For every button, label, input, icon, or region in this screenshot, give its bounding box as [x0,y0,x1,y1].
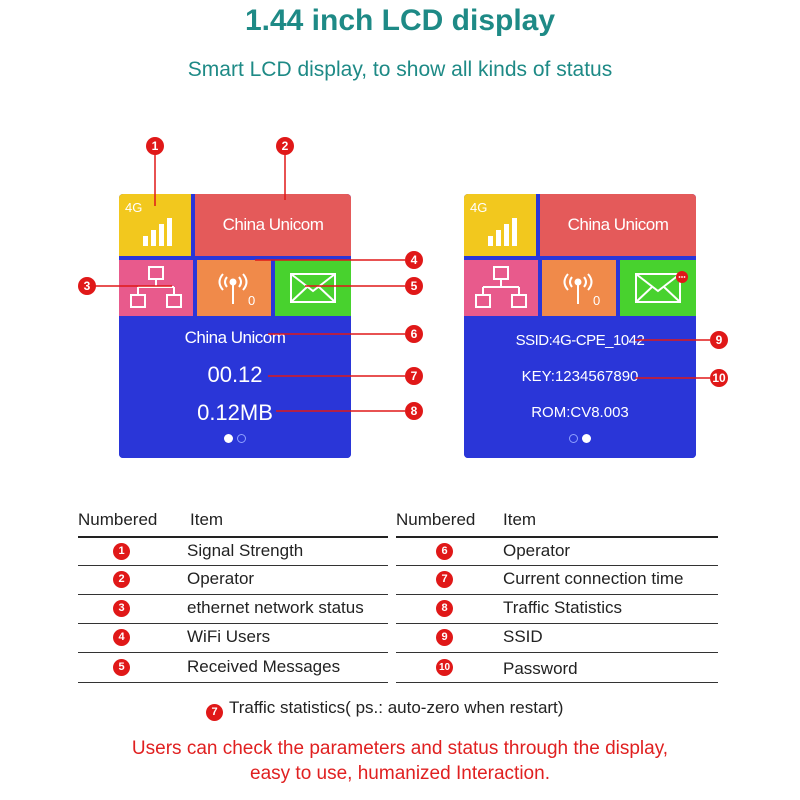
envelope-icon [290,273,336,303]
page-dot-active [582,434,591,443]
traffic-statistics: 0.12MB [197,400,273,425]
page-dot [569,434,578,443]
table-row-number: 3 [113,600,130,617]
table-row-item: WiFi Users [187,627,271,646]
table-row-item: Operator [503,541,571,560]
key-value: KEY:1234567890 [521,368,639,385]
table-header-rule [78,536,388,538]
page-dot [237,434,246,443]
wifi-users-count: 0 [248,293,256,308]
table-row-item: Current connection time [503,569,684,588]
ethernet-tile [464,260,538,316]
table-rule [78,565,388,566]
callout-4: 4 [405,251,423,269]
table-row-item: SSID [503,627,543,646]
wifi-users-tile: 0 [542,260,616,316]
operator-tile: China Unicom [540,194,696,256]
connection-time: 00.12 [207,362,263,387]
envelope-icon [635,271,688,303]
wifi-users-tile: 0 [197,260,271,316]
table-header-item-right: Item [503,510,537,529]
wifi-users-count: 0 [593,293,601,308]
table-rule [78,594,388,595]
table-row-number: 8 [436,600,453,617]
table-row-number: 2 [113,571,130,588]
network-type-label: 4G [470,200,488,215]
callout-1: 1 [146,137,164,155]
table-rule [78,682,388,683]
table-row-number: 9 [436,629,453,646]
table-row-number: 1 [113,543,130,560]
ssid-value: SSID:4G-CPE_1042 [515,332,645,349]
table-header-numbered-right: Numbered [396,510,476,529]
table-rule [396,594,718,595]
table-row-item: Received Messages [187,657,341,676]
callout-9: 9 [710,331,728,349]
table-rule [396,565,718,566]
ethernet-network-icon [130,266,182,308]
rom-version: ROM:CV8.003 [531,404,629,421]
ethernet-tile [119,260,193,316]
table-row-number: 10 [436,659,453,676]
table-rule [396,623,718,624]
messages-tile [275,260,351,316]
table-rule [78,623,388,624]
table-row-item: Signal Strength [187,541,304,560]
signal-tile: 4G [119,194,191,256]
table-header-item-left: Item [190,510,224,529]
messages-tile [620,260,696,316]
note-number: 7 [206,704,223,721]
traffic-note: 7 Traffic statistics( ps.: auto-zero when… [206,698,563,721]
callout-7: 7 [405,367,423,385]
table-row-number: 4 [113,629,130,646]
table-row-item: Traffic Statistics [503,598,623,617]
table-header-rule [396,536,718,538]
page-dots [464,430,696,448]
table-row-number: 6 [436,543,453,560]
callout-2: 2 [276,137,294,155]
lcd-screen-right: 4G China Unicom 0 [464,194,696,458]
signal-bars-icon [488,218,517,246]
page-dot-active [224,434,233,443]
footer-line-2: easy to use, humanized Interaction. [250,763,550,784]
lcd-screen-left: 4G China Unicom 0 [119,194,351,458]
note-text: Traffic statistics( ps.: auto-zero when … [229,698,564,717]
page-dots [119,430,351,448]
ethernet-network-icon [475,266,527,308]
callout-6: 6 [405,325,423,343]
callout-5: 5 [405,277,423,295]
lcd-body-right: SSID:4G-CPE_1042 KEY:1234567890 ROM:CV8.… [464,318,696,458]
callout-3: 3 [78,277,96,295]
table-header-numbered-left: Numbered [78,510,158,529]
lcd-body-left: China Unicom 00.12 0.12MB [119,318,351,458]
table-row-item: Password [503,659,578,678]
signal-bars-icon [143,218,172,246]
table-row-item: ethernet network status [187,598,364,617]
table-row-number: 5 [113,659,130,676]
table-row-number: 7 [436,571,453,588]
callout-10: 10 [710,369,728,387]
signal-tile: 4G [464,194,536,256]
table-row-item: Operator [187,569,255,588]
page-subtitle: Smart LCD display, to show all kinds of … [187,58,613,81]
table-rule [396,682,718,683]
wifi-antenna-icon [218,273,248,304]
operator-tile: China Unicom [195,194,351,256]
page-title: 1.44 inch LCD display [244,4,556,37]
body-operator: China Unicom [184,328,286,347]
footer-text: Users can check the parameters and statu… [0,736,800,786]
table-rule [78,652,388,653]
wifi-antenna-icon [563,273,593,304]
footer-line-1: Users can check the parameters and statu… [131,738,669,759]
network-type-label: 4G [125,200,143,215]
table-rule [396,652,718,653]
callout-8: 8 [405,402,423,420]
